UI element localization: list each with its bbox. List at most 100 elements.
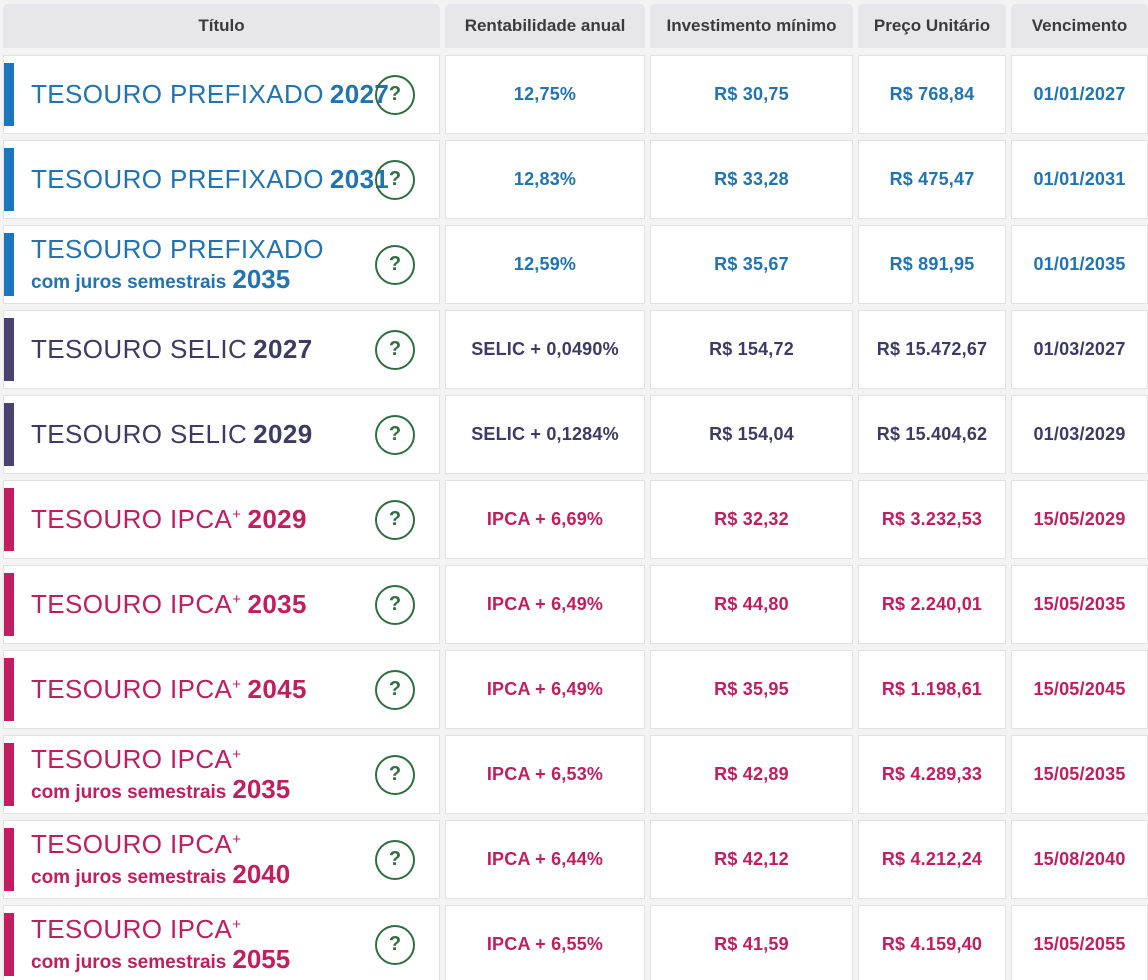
bond-title-cell[interactable]: TESOURO IPCA+ com juros semestrais 2055 ? <box>3 905 440 980</box>
help-icon[interactable]: ? <box>375 499 415 540</box>
help-icon[interactable]: ? <box>375 329 415 370</box>
minimum-investment: R$ 42,12 <box>714 849 789 869</box>
column-header-vencimento: Vencimento <box>1011 4 1148 48</box>
min-cell: R$ 32,32 <box>650 480 853 559</box>
help-icon[interactable]: ? <box>375 74 415 115</box>
bond-title-cell[interactable]: TESOURO PREFIXADO com juros semestrais 20… <box>3 225 440 304</box>
rate-cell: 12,83% <box>445 140 645 219</box>
bond-subtitle-year: 2055 <box>232 944 291 974</box>
minimum-investment: R$ 42,89 <box>714 764 789 784</box>
table-row[interactable]: TESOURO IPCA+ 2045 ? IPCA + 6,49% R$ 35,9… <box>3 650 1148 729</box>
annual-rate: IPCA + 6,49% <box>486 679 604 699</box>
min-cell: R$ 44,80 <box>650 565 853 644</box>
help-icon[interactable]: ? <box>375 754 415 795</box>
bond-title-cell[interactable]: TESOURO IPCA+ 2045 ? <box>3 650 440 729</box>
help-icon[interactable]: ? <box>375 159 415 200</box>
maturity-date: 01/01/2027 <box>1033 84 1126 104</box>
row-accent-bar <box>4 403 14 466</box>
bond-title: TESOURO IPCA+ com juros semestrais 2035 <box>31 743 290 804</box>
bond-name: TESOURO PREFIXADO <box>31 163 324 194</box>
bond-name: TESOURO IPCA <box>31 913 233 944</box>
price-cell: R$ 475,47 <box>858 140 1006 219</box>
row-accent-bar <box>4 658 14 721</box>
bond-title-cell[interactable]: TESOURO IPCA+ 2029 ? <box>3 480 440 559</box>
bond-name: TESOURO IPCA <box>31 743 233 774</box>
bond-title-cell[interactable]: TESOURO PREFIXADO 2027 ? <box>3 55 440 134</box>
due-cell: 15/05/2055 <box>1011 905 1148 980</box>
bond-subtitle: com juros semestrais <box>31 867 227 888</box>
minimum-investment: R$ 35,95 <box>714 679 789 699</box>
maturity-date: 01/03/2029 <box>1033 424 1126 444</box>
rate-cell: SELIC + 0,1284% <box>445 395 645 474</box>
column-header-rentabilidade-anual: Rentabilidade anual <box>445 4 645 48</box>
min-cell: R$ 42,12 <box>650 820 853 899</box>
table-row[interactable]: TESOURO SELIC 2029 ? SELIC + 0,1284% R$ 1… <box>3 395 1148 474</box>
unit-price: R$ 4.212,24 <box>881 849 983 869</box>
bond-name: TESOURO IPCA <box>31 503 233 534</box>
help-icon[interactable]: ? <box>375 414 415 455</box>
bond-year: 2045 <box>247 673 307 704</box>
table-row[interactable]: TESOURO PREFIXADO 2027 ? 12,75% R$ 30,75 … <box>3 55 1148 134</box>
column-header-titulo: Título <box>3 4 440 48</box>
table-row[interactable]: TESOURO SELIC 2027 ? SELIC + 0,0490% R$ 1… <box>3 310 1148 389</box>
maturity-date: 15/05/2035 <box>1033 764 1126 784</box>
maturity-date: 15/05/2029 <box>1033 509 1126 529</box>
minimum-investment: R$ 44,80 <box>714 594 789 614</box>
annual-rate: 12,59% <box>513 254 577 274</box>
due-cell: 01/01/2035 <box>1011 225 1148 304</box>
price-cell: R$ 15.404,62 <box>858 395 1006 474</box>
plus-superscript: + <box>232 505 242 523</box>
bond-subtitle: com juros semestrais <box>31 952 227 973</box>
help-icon[interactable]: ? <box>375 584 415 625</box>
bond-title: TESOURO IPCA+ com juros semestrais 2040 <box>31 830 291 889</box>
bond-title-cell[interactable]: TESOURO IPCA+ 2035 ? <box>3 565 440 644</box>
annual-rate: IPCA + 6,55% <box>486 934 604 954</box>
help-icon[interactable]: ? <box>375 924 415 965</box>
table-row[interactable]: TESOURO IPCA+ com juros semestrais 2040 ?… <box>3 820 1148 899</box>
bond-year: 2029 <box>247 503 307 534</box>
minimum-investment: R$ 41,59 <box>714 934 789 954</box>
annual-rate: IPCA + 6,53% <box>486 764 604 784</box>
minimum-investment: R$ 30,75 <box>714 84 789 104</box>
bond-title: TESOURO IPCA+ 2045 <box>31 673 307 704</box>
unit-price: R$ 4.159,40 <box>881 934 983 954</box>
table-row[interactable]: TESOURO IPCA+ 2029 ? IPCA + 6,69% R$ 32,3… <box>3 480 1148 559</box>
table-row[interactable]: TESOURO IPCA+ 2035 ? IPCA + 6,49% R$ 44,8… <box>3 565 1148 644</box>
min-cell: R$ 154,04 <box>650 395 853 474</box>
bond-subtitle: com juros semestrais <box>31 782 227 803</box>
min-cell: R$ 42,89 <box>650 735 853 814</box>
help-icon[interactable]: ? <box>375 244 415 285</box>
help-icon[interactable]: ? <box>375 839 415 880</box>
bond-name: TESOURO SELIC <box>31 418 248 449</box>
bond-title-cell[interactable]: TESOURO SELIC 2027 ? <box>3 310 440 389</box>
bond-year: 2027 <box>253 333 313 364</box>
maturity-date: 15/05/2055 <box>1033 934 1126 954</box>
table-row[interactable]: TESOURO IPCA+ com juros semestrais 2055 ?… <box>3 905 1148 980</box>
maturity-date: 15/05/2045 <box>1033 679 1126 699</box>
bond-title-cell[interactable]: TESOURO SELIC 2029 ? <box>3 395 440 474</box>
bond-title: TESOURO PREFIXADO com juros semestrais 20… <box>31 235 324 294</box>
rate-cell: IPCA + 6,44% <box>445 820 645 899</box>
unit-price: R$ 2.240,01 <box>881 594 983 614</box>
table-row[interactable]: TESOURO PREFIXADO 2031 ? 12,83% R$ 33,28 … <box>3 140 1148 219</box>
column-header-investimento-minimo: Investimento mínimo <box>650 4 853 48</box>
help-icon[interactable]: ? <box>375 669 415 710</box>
bond-title-cell[interactable]: TESOURO PREFIXADO 2031 ? <box>3 140 440 219</box>
unit-price: R$ 4.289,33 <box>881 764 983 784</box>
bond-subtitle-year: 2040 <box>232 859 291 889</box>
table-row[interactable]: TESOURO PREFIXADO com juros semestrais 20… <box>3 225 1148 304</box>
bond-title-cell[interactable]: TESOURO IPCA+ com juros semestrais 2040 ? <box>3 820 440 899</box>
bond-title: TESOURO SELIC 2027 <box>31 333 313 364</box>
unit-price: R$ 891,95 <box>889 254 975 274</box>
row-accent-bar <box>4 148 14 211</box>
bond-title-cell[interactable]: TESOURO IPCA+ com juros semestrais 2035 ? <box>3 735 440 814</box>
min-cell: R$ 33,28 <box>650 140 853 219</box>
table-row[interactable]: TESOURO IPCA+ com juros semestrais 2035 ?… <box>3 735 1148 814</box>
unit-price: R$ 15.404,62 <box>876 424 988 444</box>
annual-rate: SELIC + 0,1284% <box>471 424 619 444</box>
due-cell: 15/05/2045 <box>1011 650 1148 729</box>
price-cell: R$ 4.212,24 <box>858 820 1006 899</box>
maturity-date: 01/01/2031 <box>1033 169 1126 189</box>
bond-title: TESOURO SELIC 2029 <box>31 418 313 449</box>
